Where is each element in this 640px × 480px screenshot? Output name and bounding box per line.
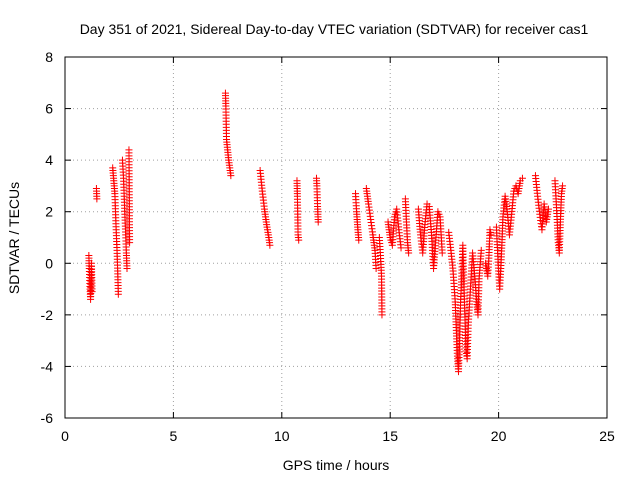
data-point-marker [295,236,303,244]
data-points [85,89,567,376]
data-point-marker [266,241,274,249]
data-point-marker [355,236,363,244]
x-axis-ticks: 0 5 10 15 20 25 [61,57,615,444]
data-point-marker [378,311,386,319]
y-axis-label: SDTVAR / TECUs [6,182,22,294]
data-point-marker [405,249,413,257]
y-tick-label: 0 [45,255,53,271]
y-tick-label: 8 [45,49,53,65]
data-point-marker [88,288,96,296]
x-tick-label: 10 [274,428,290,444]
data-point-marker [114,290,122,298]
data-point-marker [126,239,134,247]
y-tick-label: 2 [45,204,53,220]
data-point-marker [559,182,567,190]
grid-lines [65,57,607,418]
y-tick-label: -6 [41,410,54,426]
x-tick-label: 0 [61,428,69,444]
data-point-marker [397,244,405,252]
data-point-marker [438,249,446,257]
x-tick-label: 25 [599,428,615,444]
plot-frame [64,56,608,419]
y-tick-label: -4 [41,358,54,374]
x-tick-label: 15 [382,428,398,444]
data-point-marker [227,172,235,180]
data-point-marker [487,231,495,239]
data-point-marker [123,264,131,272]
y-tick-label: 4 [45,152,53,168]
data-point-marker [314,218,322,226]
data-point-marker [477,246,485,254]
x-axis-label: GPS time / hours [283,457,390,473]
data-point-marker [518,174,526,182]
chart-title: Day 351 of 2021, Sidereal Day-to-day VTE… [80,21,589,37]
data-point-marker [372,264,380,272]
data-point-marker [544,205,552,213]
x-tick-label: 20 [491,428,507,444]
y-tick-label: -2 [41,307,54,323]
x-tick-label: 5 [170,428,178,444]
y-tick-label: 6 [45,101,53,117]
data-point-marker [93,195,101,203]
